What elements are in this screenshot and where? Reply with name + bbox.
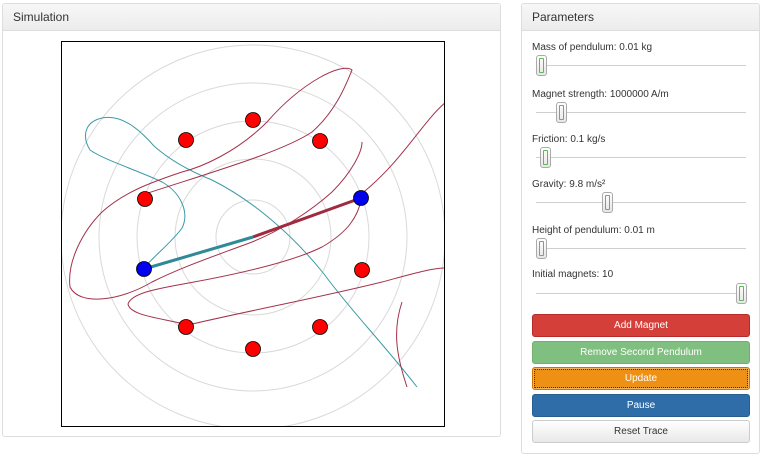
mass-param: Mass of pendulum: 0.01 kg <box>532 42 750 76</box>
simulation-drawing <box>62 44 444 426</box>
parameters-panel-title: Parameters <box>522 4 759 31</box>
slider-track <box>536 65 746 66</box>
magnet-strength-param: Magnet strength: 1000000 A/m <box>532 89 750 123</box>
slider-track <box>536 112 746 113</box>
pendulum-bob-b[interactable] <box>353 190 369 206</box>
friction-label: Friction: 0.1 kg/s <box>532 134 606 145</box>
add-magnet-button[interactable]: Add Magnet <box>532 314 750 337</box>
slider-track <box>536 248 746 249</box>
magnet <box>312 133 328 149</box>
slider-handle[interactable] <box>536 238 547 259</box>
parameters-panel: Parameters Mass of pendulum: 0.01 kg Mag… <box>521 3 760 454</box>
magnet <box>354 262 370 278</box>
magnet-strength-slider[interactable] <box>536 102 746 124</box>
initial-magnets-label: Initial magnets: 10 <box>532 269 614 280</box>
gravity-param: Gravity: 9.8 m/s² <box>532 179 750 213</box>
height-slider[interactable] <box>536 238 746 260</box>
slider-handle[interactable] <box>602 192 613 213</box>
grid-circle <box>62 44 444 426</box>
slider-handle[interactable] <box>736 283 747 304</box>
mass-slider[interactable] <box>536 55 746 77</box>
remove-second-pendulum-button[interactable]: Remove Second Pendulum <box>532 341 750 364</box>
simulation-panel: Simulation <box>2 3 501 437</box>
height-label: Height of pendulum: 0.01 m <box>532 225 655 236</box>
magnets <box>137 112 370 357</box>
initial-magnets-slider[interactable] <box>536 283 747 305</box>
pendulum-b-trace <box>69 67 444 388</box>
magnet <box>245 112 261 128</box>
height-param: Height of pendulum: 0.01 m <box>532 225 750 259</box>
magnet <box>137 191 153 207</box>
slider-handle[interactable] <box>536 55 547 76</box>
update-button[interactable]: Update <box>532 367 750 390</box>
pendulum-a-trace <box>85 116 418 388</box>
pendulum-bob-a[interactable] <box>136 261 152 277</box>
magnet <box>178 319 194 335</box>
simulation-canvas[interactable] <box>61 41 445 427</box>
magnet <box>178 132 194 148</box>
grid-circle <box>98 82 408 392</box>
reset-trace-button[interactable]: Reset Trace <box>532 420 750 443</box>
initial-magnets-param: Initial magnets: 10 <box>532 269 750 304</box>
pendulum-rod-b <box>252 196 362 239</box>
gravity-label: Gravity: 9.8 m/s² <box>532 179 606 190</box>
gravity-slider[interactable] <box>536 192 746 214</box>
slider-track <box>536 293 746 294</box>
pause-button[interactable]: Pause <box>532 394 750 417</box>
friction-param: Friction: 0.1 kg/s <box>532 134 750 168</box>
slider-track <box>536 157 746 158</box>
friction-slider[interactable] <box>536 147 746 169</box>
pendulum-rod-a <box>143 235 254 271</box>
slider-track <box>536 202 746 203</box>
simulation-panel-title: Simulation <box>3 4 500 31</box>
magnet-strength-label: Magnet strength: 1000000 A/m <box>532 89 669 100</box>
slider-handle[interactable] <box>540 147 551 168</box>
magnet <box>245 341 261 357</box>
slider-handle[interactable] <box>556 102 567 123</box>
mass-label: Mass of pendulum: 0.01 kg <box>532 42 653 53</box>
magnet <box>312 319 328 335</box>
